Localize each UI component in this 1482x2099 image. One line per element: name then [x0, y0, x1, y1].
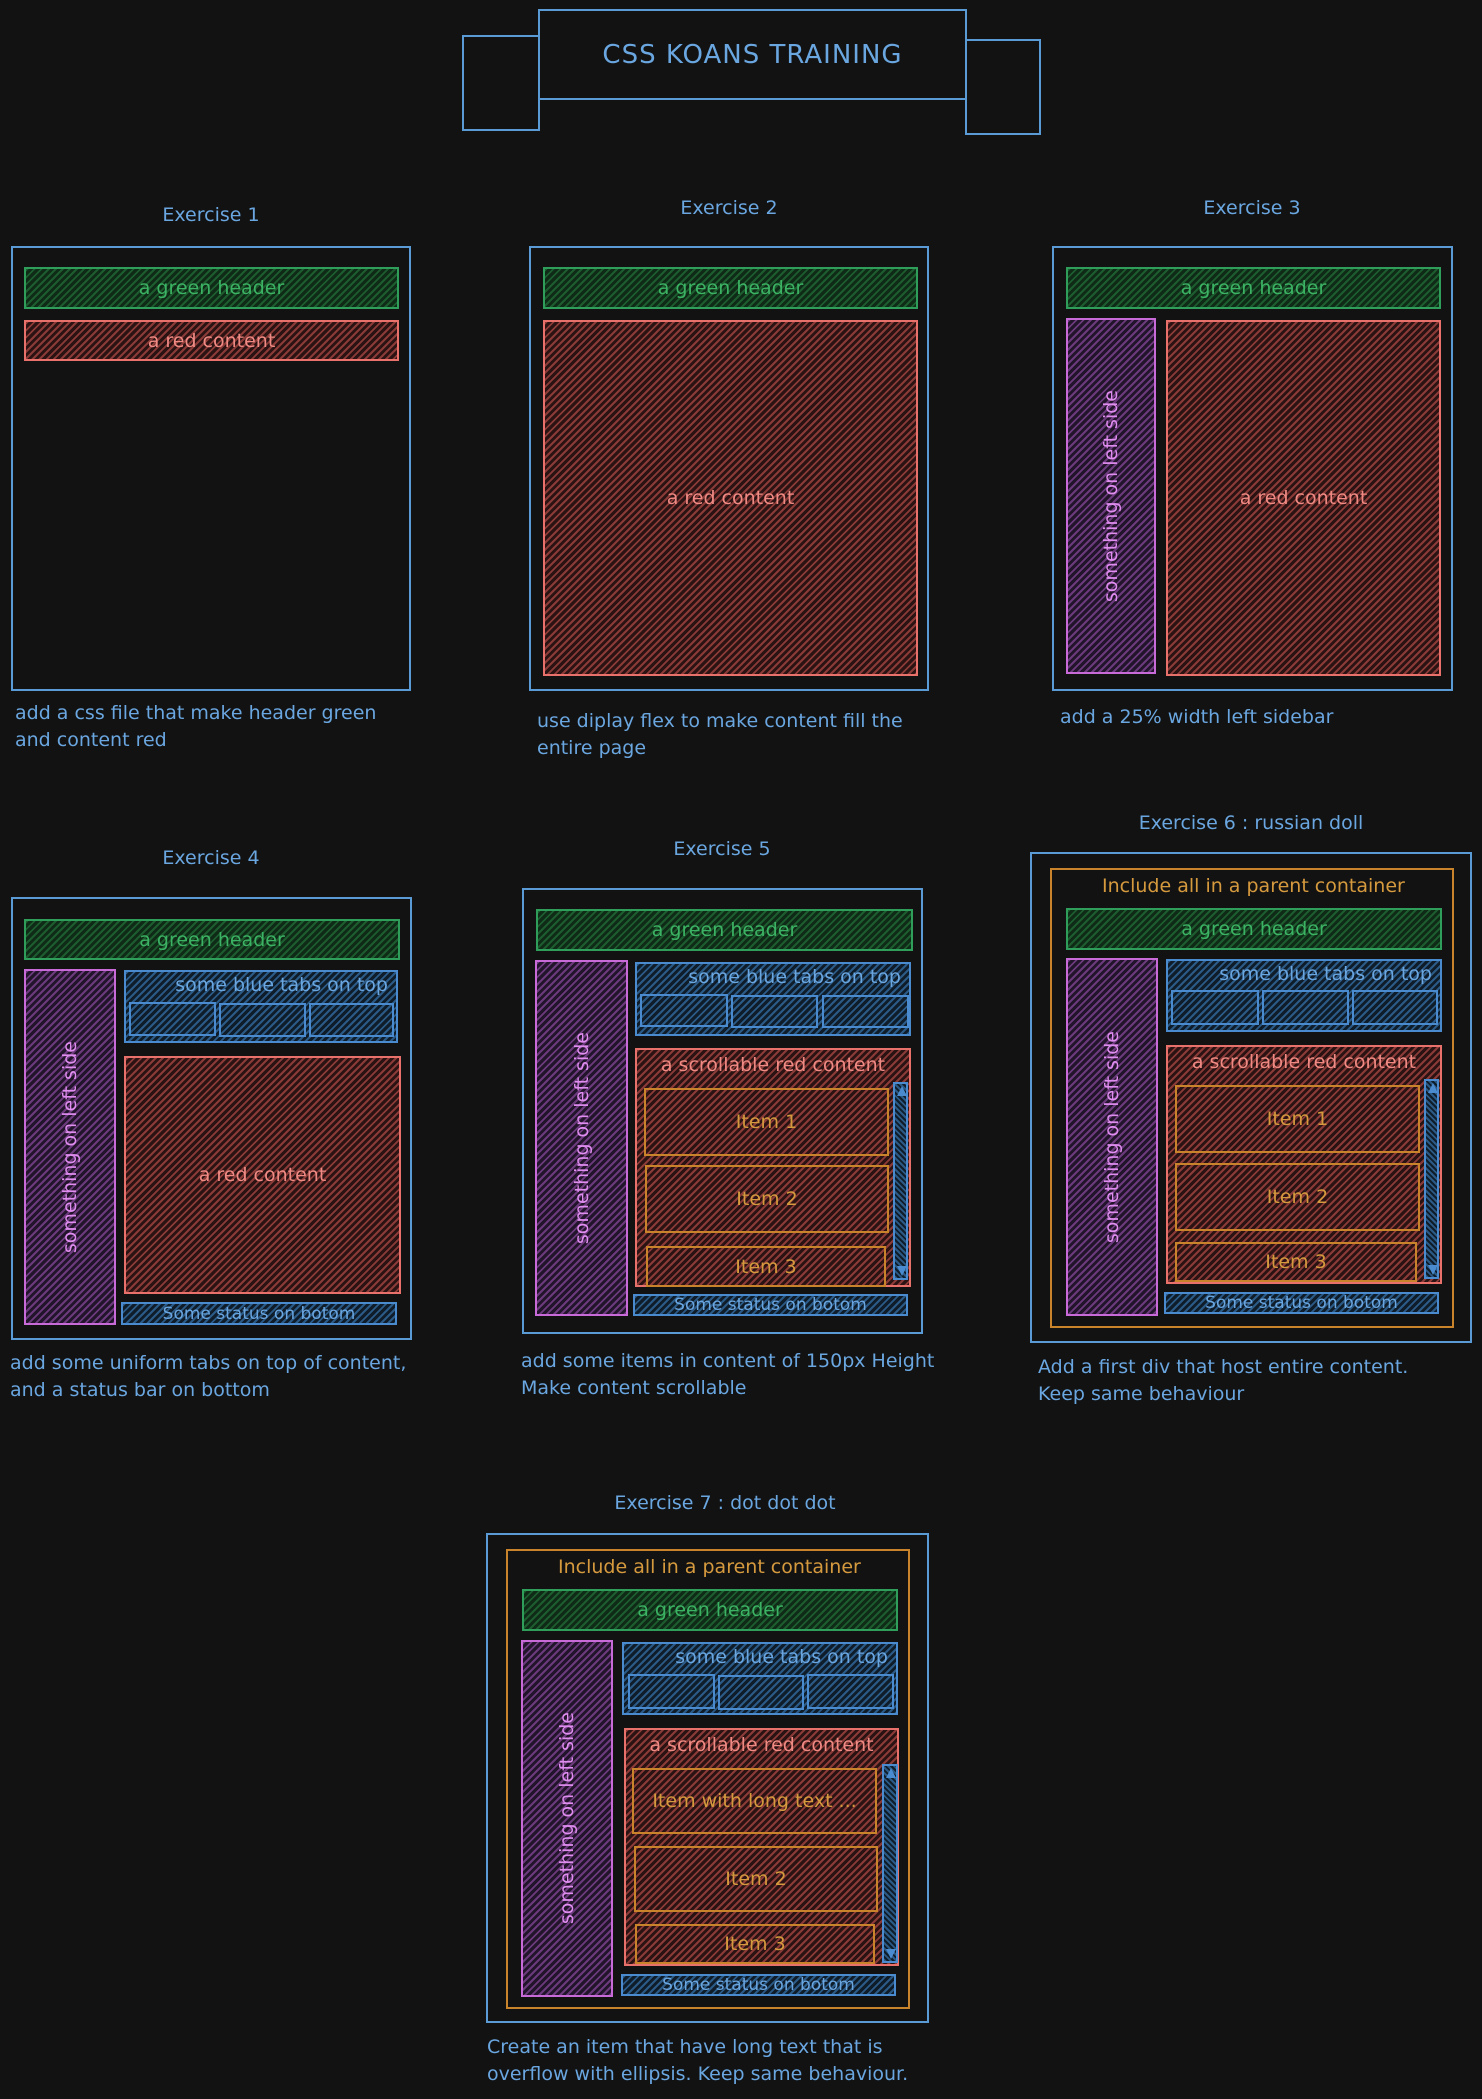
green-header: a green header — [24, 919, 400, 960]
tab-1[interactable] — [129, 1002, 216, 1036]
left-sidebar: something on left side — [24, 969, 116, 1325]
tab-3[interactable] — [309, 1003, 394, 1037]
exercise-6-frame: Include all in a parent container a gree… — [1030, 852, 1472, 1343]
parent-container: Include all in a parent container a gree… — [1050, 868, 1454, 1328]
scrollable-content[interactable]: a scrollable red content Item 1 Item 2 I… — [635, 1048, 911, 1287]
exercise-1-caption: add a css file that make header green an… — [15, 702, 377, 751]
green-header: a green header — [24, 267, 399, 309]
tabs-bar: some blue tabs on top — [124, 970, 398, 1043]
exercise-4-frame: a green header something on left side so… — [11, 897, 412, 1340]
exercise-2-label: Exercise 2 — [680, 197, 778, 219]
tab-3[interactable] — [822, 995, 909, 1028]
scroll-up-arrow-icon[interactable] — [1428, 1083, 1438, 1093]
exercise-6-label: Exercise 6 : russian doll — [1138, 812, 1364, 834]
exercise-3-label: Exercise 3 — [1203, 197, 1301, 219]
left-sidebar: something on left side — [521, 1640, 613, 1997]
parent-container: Include all in a parent container a gree… — [506, 1549, 910, 2009]
scrollable-title: a scrollable red content — [1191, 1051, 1417, 1073]
parent-title: Include all in a parent container — [1102, 875, 1405, 897]
red-content: a red content — [24, 320, 399, 361]
exercise-5-caption: add some items in content of 150px Heigh… — [521, 1350, 935, 1399]
tab-3[interactable] — [1352, 990, 1438, 1025]
left-sidebar: something on left side — [535, 960, 628, 1316]
list-item[interactable]: Item 3 — [1175, 1242, 1417, 1282]
scroll-down-arrow-icon[interactable] — [886, 1949, 896, 1959]
sidebar-text: something on left side — [570, 1031, 593, 1245]
tabs-title: some blue tabs on top — [675, 1646, 888, 1668]
exercise-6-caption: Add a first div that host entire content… — [1038, 1356, 1409, 1405]
scrollable-title: a scrollable red content — [649, 1734, 874, 1756]
tabs-title: some blue tabs on top — [1219, 963, 1432, 985]
exercise-7-frame: Include all in a parent container a gree… — [486, 1533, 929, 2023]
left-sidebar: something on left side — [1066, 318, 1156, 674]
page-title: CSS KOANS TRAINING — [538, 9, 967, 100]
status-bar: Some status on botom — [121, 1302, 397, 1325]
exercise-4-label: Exercise 4 — [162, 847, 260, 869]
parent-title: Include all in a parent container — [558, 1556, 861, 1578]
red-content: a red content — [124, 1056, 401, 1294]
exercise-4-caption: add some uniform tabs on top of content,… — [10, 1352, 407, 1401]
scrollbar[interactable] — [882, 1764, 898, 1963]
tab-1[interactable] — [640, 994, 728, 1027]
sidebar-text: something on left side — [1101, 1030, 1123, 1244]
scrollable-title: a scrollable red content — [660, 1054, 886, 1076]
list-item[interactable]: Item 2 — [645, 1165, 889, 1233]
exercise-1-label: Exercise 1 — [162, 204, 260, 226]
tabs-bar: some blue tabs on top — [622, 1642, 898, 1715]
green-header: a green header — [522, 1589, 898, 1631]
status-bar: Some status on botom — [633, 1294, 908, 1316]
exercise-7-caption: Create an item that have long text that … — [487, 2036, 909, 2085]
scrollbar[interactable] — [893, 1082, 908, 1280]
page-title-text: CSS KOANS TRAINING — [602, 39, 903, 70]
tabs-title: some blue tabs on top — [688, 966, 901, 988]
green-header: a green header — [1066, 908, 1442, 950]
scroll-down-arrow-icon[interactable] — [1428, 1265, 1438, 1275]
red-content: a red content — [1166, 320, 1441, 676]
scrollbar[interactable] — [1424, 1079, 1439, 1279]
exercise-7-label: Exercise 7 : dot dot dot — [614, 1492, 836, 1514]
list-item[interactable]: Item 2 — [1175, 1163, 1420, 1231]
list-item[interactable]: Item 3 — [635, 1924, 875, 1964]
list-item[interactable]: Item 1 — [1175, 1085, 1420, 1153]
green-header: a green header — [543, 267, 918, 309]
tabs-bar: some blue tabs on top — [1166, 959, 1442, 1032]
list-item-long-text[interactable]: Item with long text ... — [632, 1768, 877, 1834]
sidebar-text: something on left side — [556, 1712, 578, 1925]
green-header: a green header — [1066, 267, 1441, 309]
exercise-5-frame: a green header something on left side so… — [522, 888, 923, 1334]
exercise-3-frame: a green header something on left side a … — [1052, 246, 1453, 691]
red-content: a red content — [543, 320, 918, 676]
title-tab-left — [462, 35, 540, 131]
tabs-title: some blue tabs on top — [175, 974, 388, 996]
scroll-up-arrow-icon[interactable] — [897, 1086, 907, 1096]
scrollable-content[interactable]: a scrollable red content Item 1 Item 2 I… — [1166, 1045, 1442, 1284]
scroll-up-arrow-icon[interactable] — [886, 1768, 896, 1778]
tab-1[interactable] — [628, 1674, 715, 1709]
list-item[interactable]: Item 3 — [646, 1246, 886, 1287]
exercise-2-frame: a green header a red content — [529, 246, 929, 691]
status-bar: Some status on botom — [621, 1974, 896, 1996]
sidebar-text: something on left side — [59, 1040, 81, 1254]
list-item[interactable]: Item 2 — [634, 1846, 878, 1912]
exercise-5-label: Exercise 5 — [673, 838, 771, 860]
tab-2[interactable] — [1262, 990, 1349, 1025]
tab-1[interactable] — [1171, 990, 1259, 1025]
title-tab-right — [965, 39, 1041, 135]
exercise-1-frame: a green header a red content — [11, 246, 411, 691]
status-bar: Some status on botom — [1164, 1292, 1439, 1314]
tab-2[interactable] — [731, 995, 818, 1028]
tab-2[interactable] — [219, 1003, 306, 1037]
tab-2[interactable] — [718, 1675, 804, 1710]
scroll-down-arrow-icon[interactable] — [897, 1266, 907, 1276]
scrollable-content[interactable]: a scrollable red content Item with long … — [624, 1728, 899, 1966]
list-item[interactable]: Item 1 — [644, 1088, 889, 1156]
tabs-bar: some blue tabs on top — [635, 962, 911, 1036]
sidebar-text: something on left side — [1100, 389, 1122, 603]
exercise-3-caption: add a 25% width left sidebar — [1060, 706, 1334, 728]
exercise-2-caption: use diplay flex to make content fill the… — [537, 710, 903, 759]
tab-3[interactable] — [807, 1674, 894, 1709]
left-sidebar: something on left side — [1066, 958, 1158, 1316]
green-header: a green header — [536, 909, 913, 951]
